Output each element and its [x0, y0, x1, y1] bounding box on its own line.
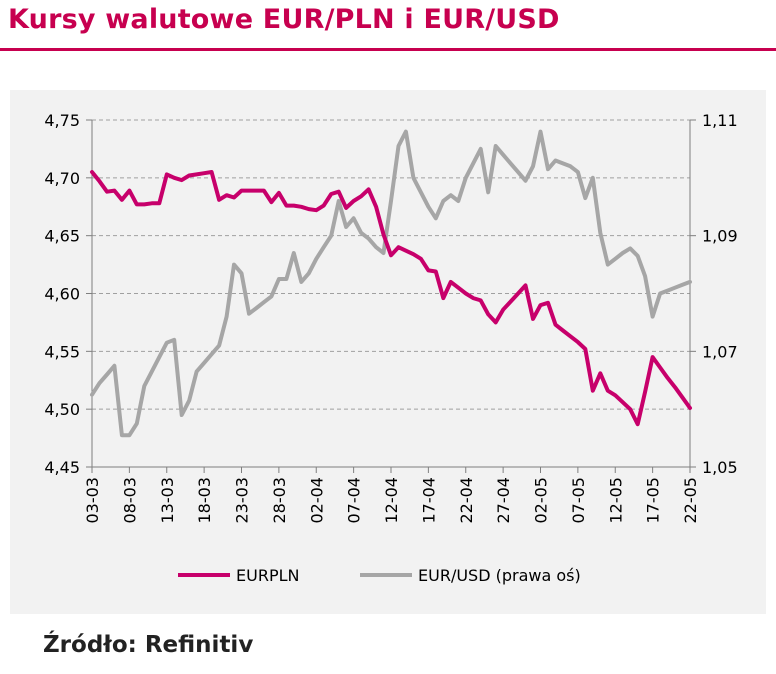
y-right-tick-label: 1,09 — [702, 227, 738, 246]
y-left-tick-label: 4,45 — [44, 458, 80, 477]
x-tick-label: 03-03 — [83, 477, 102, 524]
y-right-tick-label: 1,11 — [702, 111, 738, 130]
x-tick-label: 02-05 — [532, 477, 551, 524]
x-tick-label: 18-03 — [195, 477, 214, 524]
y-left-tick-label: 4,75 — [44, 111, 80, 130]
x-tick-label: 07-05 — [569, 477, 588, 524]
y-right-tick-label: 1,07 — [702, 342, 738, 361]
series-line-eurpln — [90, 170, 692, 427]
y-right-tick-label: 1,05 — [702, 458, 738, 477]
chart-panel: 4,75 4,70 4,65 4,60 4,55 4,50 4,45 1,11 1,09 1,07… — [10, 90, 766, 614]
legend-label: EURPLN — [236, 566, 299, 585]
x-tick-label: 12-04 — [382, 477, 401, 524]
x-tick-label: 22-04 — [457, 477, 476, 524]
x-tick-label: 22-05 — [681, 477, 700, 524]
x-tick-label: 23-03 — [233, 477, 252, 524]
x-tick-label: 17-05 — [644, 477, 663, 524]
x-tick-label: 12-05 — [606, 477, 625, 524]
chart-title: Kursy walutowe EUR/PLN i EUR/USD — [8, 4, 560, 35]
y-left-tick-label: 4,70 — [44, 169, 80, 188]
x-tick-label: 28-03 — [270, 477, 289, 524]
x-tick-label: 27-04 — [494, 477, 513, 524]
y-left-tick-label: 4,60 — [44, 285, 80, 304]
x-tick-label: 17-04 — [419, 477, 438, 524]
y-left-tick-label: 4,55 — [44, 342, 80, 361]
legend-eurusd: EUR/USD (prawa oś) — [360, 566, 581, 585]
legend-label: EUR/USD (prawa oś) — [418, 566, 581, 585]
y-left-tick-label: 4,50 — [44, 400, 80, 419]
series-line-eurusd — [90, 129, 692, 438]
line-chart: 4,75 4,70 4,65 4,60 4,55 4,50 4,45 1,11 1,09 1,07… — [44, 111, 738, 585]
legend-eurpln: EURPLN — [178, 566, 299, 585]
x-tick-label: 02-04 — [307, 477, 326, 524]
y-left-tick-label: 4,65 — [44, 227, 80, 246]
x-tick-label: 13-03 — [158, 477, 177, 524]
x-tick-label: 08-03 — [120, 477, 139, 524]
source-note: Źródło: Refinitiv — [43, 632, 254, 658]
title-underline — [0, 48, 776, 51]
x-tick-label: 07-04 — [345, 477, 364, 524]
